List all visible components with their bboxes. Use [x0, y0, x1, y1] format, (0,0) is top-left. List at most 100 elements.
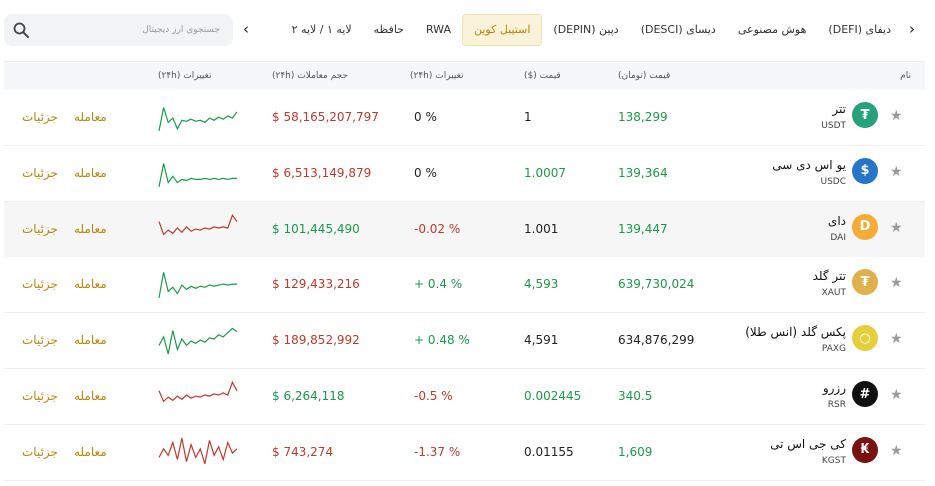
sparkline-chart: [158, 327, 238, 355]
header-change: تغییرات (۲۴h): [410, 71, 464, 81]
search-icon[interactable]: [12, 21, 30, 39]
sparkline-chart: [158, 272, 237, 299]
star-icon[interactable]: ★: [890, 331, 903, 348]
table-row[interactable]: ★ ○ پکس گلد (انس طلا) PAXG 634,876,299 4…: [4, 313, 925, 370]
star-icon[interactable]: ★: [890, 163, 903, 180]
change-24h: -1.37 %: [414, 444, 461, 459]
price-toman: 639,730,024: [618, 277, 695, 292]
sparkline-chart: [158, 213, 238, 236]
trade-link[interactable]: معامله: [74, 165, 107, 180]
price-usd: 0.002445: [524, 389, 582, 403]
trade-link[interactable]: معامله: [74, 277, 107, 292]
table-row[interactable]: ★ ₮ تتر گلد XAUT 639,730,024 4,593 + 0.4…: [4, 257, 925, 314]
volume-24h: $ 743,274: [272, 444, 334, 459]
volume-24h: $ 6,264,118: [272, 389, 345, 403]
top-bar: ‹ دیفای (DEFI) هوش مصنوعی دیسای (DESCI) دپی…: [0, 0, 935, 60]
header-name: نام: [900, 71, 911, 81]
price-usd: 4,593: [524, 277, 559, 292]
pax-gold-icon: ○: [852, 325, 878, 352]
table-row[interactable]: ★ D دای DAI 139,447 1.001 -0.02 % $ 101,…: [4, 201, 925, 258]
price-toman: 1,609: [618, 444, 653, 459]
coin-name: کی جی اس تی: [770, 436, 846, 451]
chevron-left-icon[interactable]: ‹: [243, 20, 249, 38]
dai-icon: D: [852, 213, 878, 240]
tether-gold-icon: ₮: [852, 269, 878, 296]
tab-4[interactable]: استیبل کوین: [461, 14, 543, 46]
volume-24h: $ 58,165,207,797: [272, 110, 379, 124]
details-link[interactable]: جزئیات: [22, 165, 58, 180]
table-row[interactable]: ★ ₮ تتر USDT 138,299 1 0 % $ 58,165,207,…: [4, 90, 925, 146]
sparkline-chart: [158, 107, 238, 132]
tab-1[interactable]: هوش مصنوعی: [737, 23, 807, 36]
change-24h: 0 %: [414, 165, 437, 180]
star-icon[interactable]: ★: [890, 442, 903, 459]
volume-24h: $ 189,852,992: [272, 333, 360, 348]
trade-link[interactable]: معامله: [74, 444, 107, 459]
search-box[interactable]: [4, 14, 233, 46]
trade-link[interactable]: معامله: [74, 389, 107, 403]
tab-6[interactable]: حافظه: [373, 23, 404, 36]
tab-0[interactable]: دیفای (DEFI): [828, 23, 891, 36]
price-toman: 138,299: [618, 110, 668, 124]
coin-name: تتر گلد: [812, 269, 846, 284]
details-link[interactable]: جزئیات: [22, 333, 58, 348]
price-usd: 0.01155: [524, 444, 574, 459]
coin-symbol: XAUT: [821, 288, 846, 299]
tab-3[interactable]: دپین (DEPIN): [553, 23, 619, 36]
coin-symbol: DAI: [830, 232, 846, 243]
tab-2[interactable]: دیسای (DESCI): [640, 23, 716, 36]
table-row[interactable]: ★ # رزرو RSR 340.5 0.002445 -0.5 % $ 6,2…: [4, 369, 925, 425]
star-icon[interactable]: ★: [890, 219, 903, 236]
trade-link[interactable]: معامله: [74, 110, 107, 124]
kgst-icon: ₭: [852, 436, 878, 463]
table-row[interactable]: ★ ₭ کی جی اس تی KGST 1,609 0.01155 -1.37…: [4, 424, 925, 481]
sparkline-line: [158, 107, 238, 132]
coin-name: دای: [827, 213, 846, 228]
coin-symbol: USDC: [820, 176, 846, 187]
details-link[interactable]: جزئیات: [22, 277, 58, 292]
sparkline-line: [158, 213, 238, 236]
search-input[interactable]: [36, 14, 224, 46]
table-header: نام قیمت (تومان) قیمت ($) تغییرات (۲۴h) …: [4, 61, 925, 91]
volume-24h: $ 129,433,216: [272, 277, 360, 292]
coin-name: تتر: [832, 102, 846, 116]
change-24h: -0.5 %: [414, 389, 453, 403]
coin-symbol: USDT: [821, 121, 846, 131]
volume-24h: $ 6,513,149,879: [272, 165, 372, 180]
price-usd: 1: [524, 110, 532, 124]
chevron-right-icon[interactable]: ›: [909, 20, 915, 38]
details-link[interactable]: جزئیات: [22, 221, 58, 236]
star-icon[interactable]: ★: [890, 108, 903, 124]
coin-symbol: PAXG: [821, 344, 846, 355]
coin-name: رزرو: [822, 381, 846, 395]
volume-24h: $ 101,445,490: [272, 221, 360, 236]
details-link[interactable]: جزئیات: [22, 110, 58, 124]
header-price-toman: قیمت (تومان): [618, 71, 671, 81]
coin-name: یو اس دی سی: [772, 157, 846, 172]
coin-symbol: RSR: [827, 400, 846, 410]
tab-7[interactable]: لایه ۱ / لایه ۲: [291, 23, 352, 36]
sparkline-chart: [158, 163, 237, 187]
reserve-icon: #: [852, 381, 878, 407]
category-tabs: دیفای (DEFI) هوش مصنوعی دیسای (DESCI) دپین …: [262, 14, 902, 46]
trade-link[interactable]: معامله: [74, 333, 107, 348]
header-price-usd: قیمت ($): [524, 71, 561, 81]
star-icon[interactable]: ★: [890, 275, 903, 292]
tab-5[interactable]: RWA: [425, 23, 451, 36]
price-toman: 139,447: [618, 221, 668, 236]
details-link[interactable]: جزئیات: [22, 444, 58, 459]
star-icon[interactable]: ★: [890, 387, 903, 403]
details-link[interactable]: جزئیات: [22, 389, 58, 403]
header-volume: حجم معاملات (۲۴h): [272, 71, 349, 81]
sparkline-line: [158, 437, 238, 464]
sparkline-chart: [158, 437, 238, 464]
trade-link[interactable]: معامله: [74, 221, 107, 236]
sparkline-line: [158, 380, 238, 403]
price-usd: 4,591: [524, 333, 559, 348]
usdc-icon: $: [852, 157, 878, 184]
price-usd: 1.0007: [524, 165, 566, 180]
table-row[interactable]: ★ $ یو اس دی سی USDC 139,364 1.0007 0 % …: [4, 145, 925, 202]
price-toman: 634,876,299: [618, 333, 695, 348]
sparkline-line: [158, 327, 238, 355]
tether-icon: ₮: [852, 102, 878, 128]
